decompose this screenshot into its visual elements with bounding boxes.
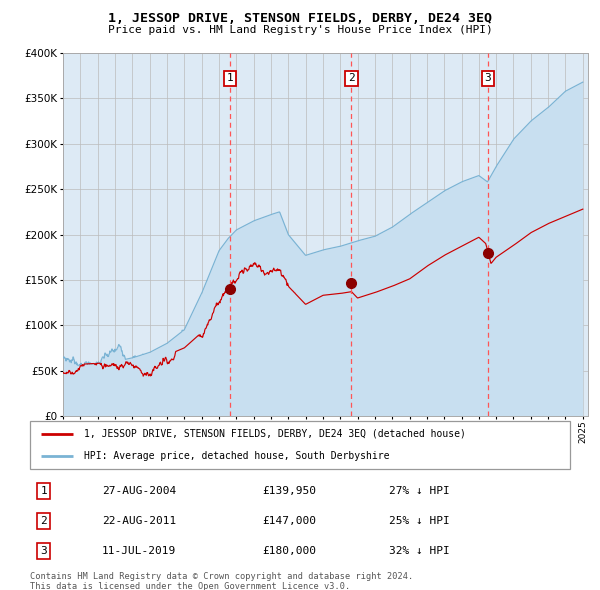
Text: 2: 2 — [40, 516, 47, 526]
Text: £180,000: £180,000 — [262, 546, 316, 556]
Text: 1: 1 — [227, 74, 233, 84]
Text: £139,950: £139,950 — [262, 486, 316, 496]
Text: 32% ↓ HPI: 32% ↓ HPI — [389, 546, 449, 556]
Text: Price paid vs. HM Land Registry's House Price Index (HPI): Price paid vs. HM Land Registry's House … — [107, 25, 493, 35]
Text: 3: 3 — [485, 74, 491, 84]
Text: 2: 2 — [348, 74, 355, 84]
Text: 27% ↓ HPI: 27% ↓ HPI — [389, 486, 449, 496]
Text: 1, JESSOP DRIVE, STENSON FIELDS, DERBY, DE24 3EQ (detached house): 1, JESSOP DRIVE, STENSON FIELDS, DERBY, … — [84, 429, 466, 439]
Text: Contains HM Land Registry data © Crown copyright and database right 2024.: Contains HM Land Registry data © Crown c… — [30, 572, 413, 581]
Text: HPI: Average price, detached house, South Derbyshire: HPI: Average price, detached house, Sout… — [84, 451, 389, 461]
Text: 11-JUL-2019: 11-JUL-2019 — [102, 546, 176, 556]
Text: 25% ↓ HPI: 25% ↓ HPI — [389, 516, 449, 526]
Text: 22-AUG-2011: 22-AUG-2011 — [102, 516, 176, 526]
Text: 3: 3 — [40, 546, 47, 556]
FancyBboxPatch shape — [30, 421, 570, 469]
Text: This data is licensed under the Open Government Licence v3.0.: This data is licensed under the Open Gov… — [30, 582, 350, 590]
Text: £147,000: £147,000 — [262, 516, 316, 526]
Text: 1, JESSOP DRIVE, STENSON FIELDS, DERBY, DE24 3EQ: 1, JESSOP DRIVE, STENSON FIELDS, DERBY, … — [108, 12, 492, 25]
Text: 27-AUG-2004: 27-AUG-2004 — [102, 486, 176, 496]
Text: 1: 1 — [40, 486, 47, 496]
